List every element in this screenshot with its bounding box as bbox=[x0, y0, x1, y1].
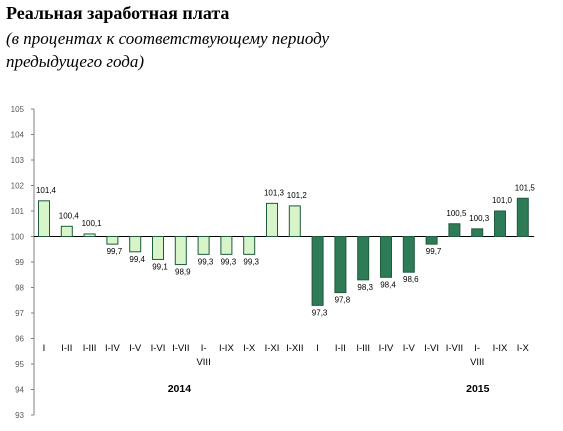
bar bbox=[425, 236, 438, 245]
bar bbox=[38, 200, 50, 238]
y-tick-label: 96 bbox=[15, 335, 24, 344]
bar bbox=[220, 236, 233, 255]
value-label: 98,4 bbox=[380, 280, 396, 289]
bar bbox=[288, 205, 301, 237]
category-label: VIII bbox=[196, 357, 210, 368]
bar bbox=[60, 225, 73, 238]
bar bbox=[197, 236, 210, 255]
y-tick-label: 95 bbox=[15, 360, 24, 369]
category-label: I-XII bbox=[286, 343, 303, 354]
y-tick-label: 101 bbox=[11, 207, 25, 216]
category-label: I- bbox=[201, 343, 207, 354]
bar bbox=[402, 236, 415, 273]
y-tick-label: 104 bbox=[11, 131, 25, 140]
category-label: I-IV bbox=[105, 343, 120, 354]
value-label: 97,8 bbox=[335, 296, 351, 305]
value-label: 100,5 bbox=[446, 209, 467, 218]
bar bbox=[174, 236, 187, 266]
value-label: 99,7 bbox=[426, 247, 442, 256]
category-label: I-III bbox=[83, 343, 97, 354]
category-label: I-X bbox=[517, 343, 530, 354]
y-tick-label: 99 bbox=[15, 258, 24, 267]
value-label: 99,4 bbox=[129, 255, 145, 264]
year-label: 2015 bbox=[466, 383, 490, 395]
category-label: I bbox=[316, 343, 319, 354]
bar bbox=[243, 236, 256, 255]
bar bbox=[106, 236, 119, 245]
bar bbox=[129, 236, 142, 253]
category-label: I-III bbox=[356, 343, 370, 354]
value-label: 99,3 bbox=[221, 257, 237, 266]
value-label: 100,1 bbox=[82, 219, 103, 228]
value-label: 97,3 bbox=[312, 308, 328, 317]
y-tick-label: 100 bbox=[11, 233, 25, 242]
bar bbox=[83, 233, 96, 237]
category-label: I-XI bbox=[265, 343, 280, 354]
bar bbox=[516, 197, 529, 237]
value-label: 101,2 bbox=[287, 191, 308, 200]
category-label: I-IV bbox=[379, 343, 394, 354]
category-label: I-X bbox=[243, 343, 256, 354]
chart-title: Реальная заработная плата bbox=[6, 3, 230, 23]
y-tick-label: 102 bbox=[11, 182, 25, 191]
category-label: I-II bbox=[61, 343, 72, 354]
category-label: I-V bbox=[129, 343, 142, 354]
value-label: 101,3 bbox=[264, 188, 285, 197]
value-label: 99,7 bbox=[107, 247, 123, 256]
value-label: 98,3 bbox=[357, 283, 373, 292]
value-label: 98,9 bbox=[175, 268, 191, 277]
value-label: 99,3 bbox=[243, 257, 259, 266]
y-tick-label: 94 bbox=[15, 386, 24, 395]
year-labels: 2014 2015 bbox=[168, 383, 490, 395]
value-label: 101,4 bbox=[36, 186, 57, 195]
value-label: 100,4 bbox=[59, 211, 80, 220]
y-tick-label: 103 bbox=[11, 156, 25, 165]
category-label: I-IX bbox=[493, 343, 508, 354]
category-label: I-VII bbox=[446, 343, 463, 354]
bar bbox=[448, 223, 461, 237]
value-label: 101,5 bbox=[515, 183, 536, 192]
value-label: 100,3 bbox=[469, 214, 490, 223]
bar bbox=[471, 228, 484, 238]
chart-subtitle: (в процентах к соответствующему периоду … bbox=[6, 29, 330, 71]
bar bbox=[494, 210, 506, 237]
category-label: I bbox=[43, 343, 46, 354]
bar bbox=[357, 236, 370, 281]
bar bbox=[266, 202, 278, 238]
category-label: I-VI bbox=[151, 343, 166, 354]
category-label: I-V bbox=[403, 343, 416, 354]
category-label: I-IX bbox=[219, 343, 234, 354]
bar bbox=[380, 236, 392, 278]
bar bbox=[311, 236, 324, 306]
y-tick-label: 97 bbox=[15, 309, 24, 318]
category-label: I-VI bbox=[424, 343, 439, 354]
year-label: 2014 bbox=[168, 383, 192, 395]
category-label: I-VII bbox=[172, 343, 189, 354]
y-tick-label: 105 bbox=[11, 105, 25, 114]
y-tick-label: 93 bbox=[15, 411, 24, 420]
bar bbox=[152, 236, 164, 260]
y-tick-label: 98 bbox=[15, 284, 24, 293]
value-label: 98,6 bbox=[403, 275, 419, 284]
category-label: I- bbox=[474, 343, 480, 354]
bar bbox=[334, 236, 347, 294]
y-axis-ticks: 93 94 95 96 97 98 99 100 101 102 103 104 105 bbox=[11, 105, 34, 420]
category-label: VIII bbox=[470, 357, 484, 368]
value-label: 99,3 bbox=[198, 257, 214, 266]
bars bbox=[38, 197, 529, 306]
value-label: 99,1 bbox=[152, 262, 168, 271]
category-label: I-II bbox=[335, 343, 346, 354]
value-label: 101,0 bbox=[492, 196, 513, 205]
